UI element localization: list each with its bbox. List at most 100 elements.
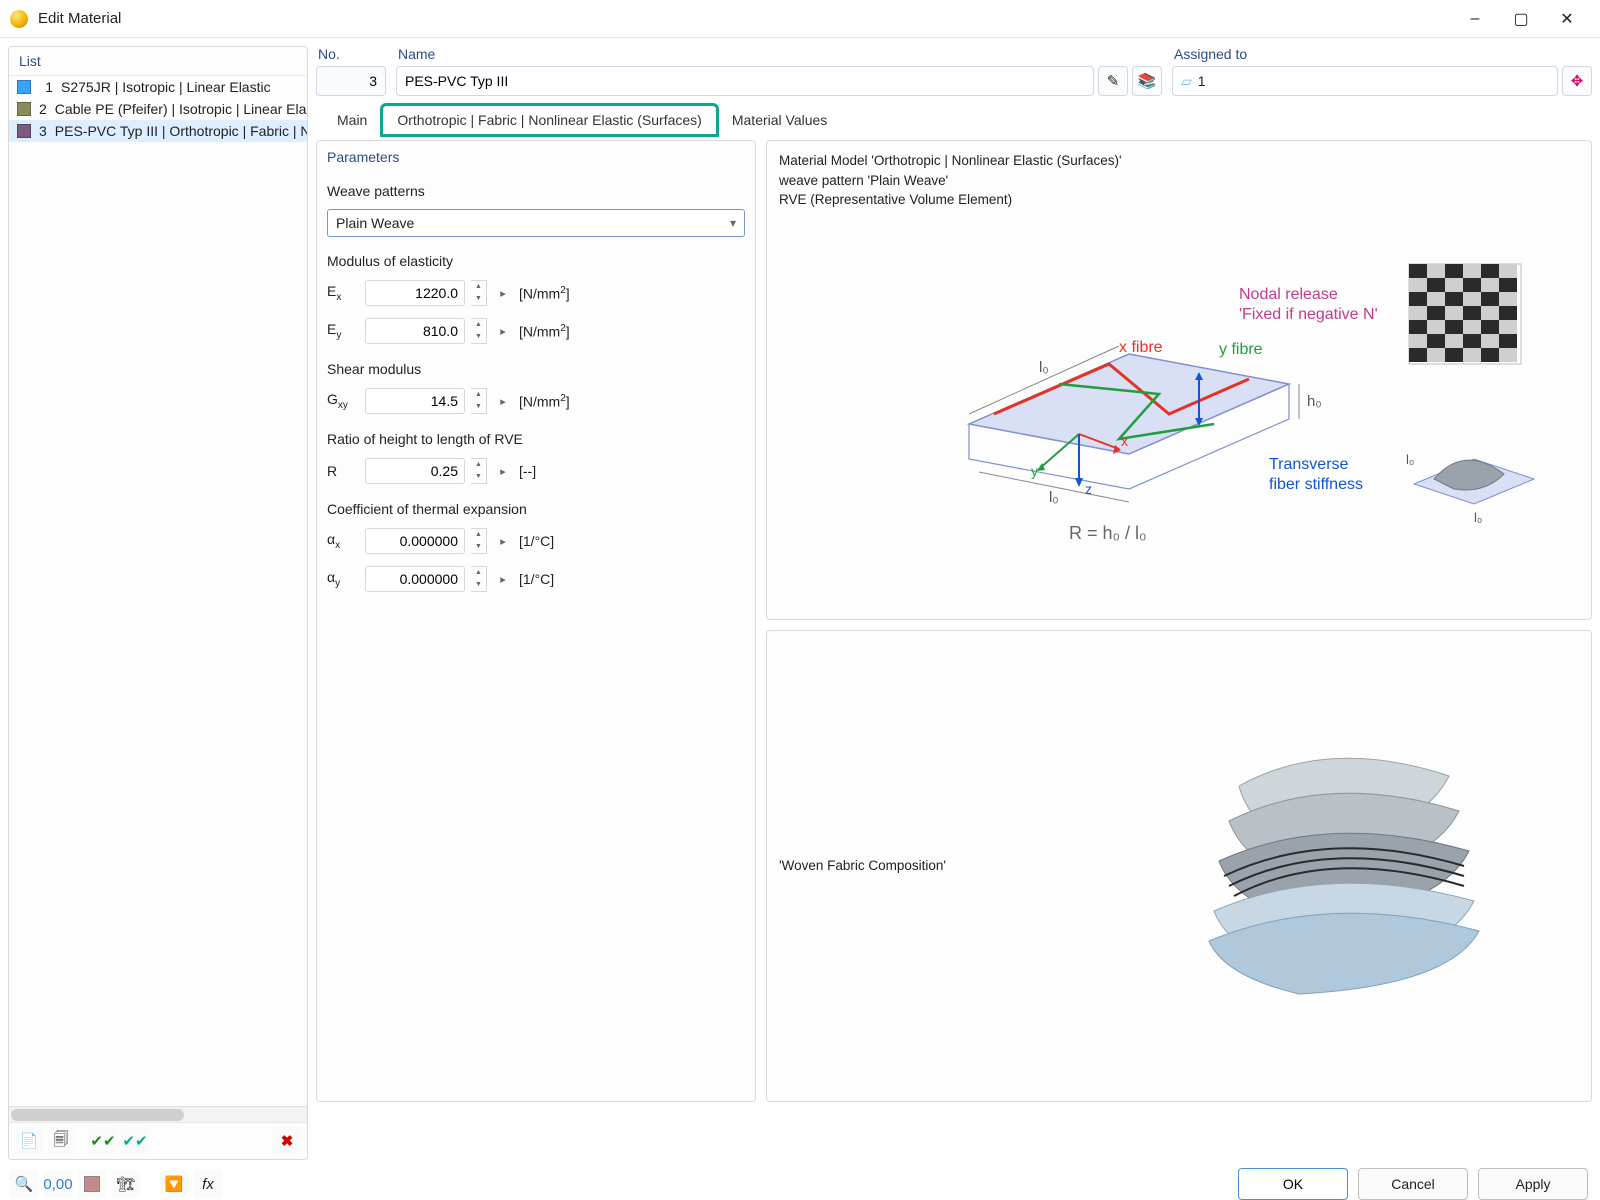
pick-assigned-button[interactable]: ✥	[1562, 66, 1592, 96]
material-list-panel: List 1 S275JR | Isotropic | Linear Elast…	[8, 46, 308, 1160]
R-symbol: R	[327, 463, 359, 479]
rve-diagram-panel: Material Model 'Orthotropic | Nonlinear …	[766, 140, 1592, 620]
scrollbar-thumb[interactable]	[11, 1109, 184, 1121]
apply-button[interactable]: Apply	[1478, 1168, 1588, 1200]
assigned-field[interactable]: ▱ 1	[1172, 66, 1558, 96]
list-item-num: 3	[39, 123, 47, 139]
Ey-spin[interactable]: ▲▼	[471, 318, 487, 344]
y-fibre-label: y fibre	[1219, 341, 1263, 358]
window-minimize-button[interactable]: –	[1452, 3, 1498, 35]
ay-unit: [1/°C]	[519, 571, 745, 587]
delete-item-button[interactable]: ✖	[273, 1127, 301, 1155]
help-button[interactable]: 🔍	[10, 1170, 38, 1198]
Gxy-spin[interactable]: ▲▼	[471, 388, 487, 414]
assigned-value: 1	[1198, 73, 1206, 89]
ay-menu[interactable]: ▸	[495, 566, 511, 592]
color-button[interactable]	[78, 1170, 106, 1198]
Gxy-symbol: Gxy	[327, 391, 359, 411]
ax-unit: [1/°C]	[519, 533, 745, 549]
rve-diagram: l₀ l₀ h₀ x fibre y fibre Nodal rele	[819, 224, 1539, 594]
window-close-button[interactable]: ✕	[1544, 3, 1590, 35]
parameters-header: Parameters	[327, 149, 745, 165]
therm-label: Coefficient of thermal expansion	[327, 501, 745, 517]
composition-title: 'Woven Fabric Composition'	[779, 856, 1079, 876]
R-spin[interactable]: ▲▼	[471, 458, 487, 484]
assigned-label: Assigned to	[1172, 46, 1592, 62]
nodal-label1: Nodal release	[1239, 286, 1338, 303]
Gxy-input[interactable]	[365, 388, 465, 414]
name-input[interactable]	[396, 66, 1094, 96]
mod-label: Modulus of elasticity	[327, 253, 745, 269]
parameters-panel: Parameters Weave patterns Plain Weave ▾ …	[316, 140, 756, 1102]
filter-button[interactable]: 🔽	[160, 1170, 188, 1198]
no-label: No.	[316, 46, 386, 62]
composition-panel: 'Woven Fabric Composition'	[766, 630, 1592, 1102]
trans-label1: Transverse	[1269, 456, 1349, 473]
list-item-num: 2	[39, 101, 47, 117]
l0-label-bottom: l₀	[1049, 489, 1059, 506]
Ex-symbol: Ex	[327, 283, 359, 303]
h0-label: h₀	[1307, 393, 1322, 410]
ay-spin[interactable]: ▲▼	[471, 566, 487, 592]
weave-select[interactable]: Plain Weave ▾	[327, 209, 745, 237]
nodal-label2: 'Fixed if negative N'	[1239, 306, 1378, 323]
Ex-spin[interactable]: ▲▼	[471, 280, 487, 306]
new-item-button[interactable]: 📄	[15, 1127, 43, 1155]
Ex-menu[interactable]: ▸	[495, 280, 511, 306]
list-header: List	[9, 47, 307, 76]
function-button[interactable]: fx	[194, 1170, 222, 1198]
units-button[interactable]: 0,00	[44, 1170, 72, 1198]
R-menu[interactable]: ▸	[495, 458, 511, 484]
ay-symbol: αy	[327, 569, 359, 589]
check-green-button[interactable]: ✔✔	[89, 1127, 117, 1155]
model-line1: Material Model 'Orthotropic | Nonlinear …	[779, 151, 1579, 171]
tab-orthotropic[interactable]: Orthotropic | Fabric | Nonlinear Elastic…	[382, 105, 717, 135]
list-hscrollbar[interactable]	[9, 1106, 307, 1122]
rve-thumb-icon: l₀ l₀	[1406, 452, 1534, 525]
Ey-input[interactable]	[365, 318, 465, 344]
list-item-label: PES-PVC Typ III | Orthotropic | Fabric |…	[55, 123, 307, 139]
library-button[interactable]: 📚	[1132, 66, 1162, 96]
swatch-icon	[17, 102, 31, 116]
edit-name-button[interactable]: ✎	[1098, 66, 1128, 96]
copy-item-button[interactable]: 🗐	[47, 1127, 75, 1155]
model-line3: RVE (Representative Volume Element)	[779, 190, 1579, 210]
model-line2: weave pattern 'Plain Weave'	[779, 171, 1579, 191]
weave-value: Plain Weave	[336, 215, 414, 231]
tab-material-values[interactable]: Material Values	[717, 105, 842, 135]
tab-main[interactable]: Main	[322, 105, 382, 135]
ax-spin[interactable]: ▲▼	[471, 528, 487, 554]
list-item[interactable]: 2 Cable PE (Pfeifer) | Isotropic | Linea…	[9, 98, 307, 120]
trans-label2: fiber stiffness	[1269, 476, 1363, 493]
ay-input[interactable]	[365, 566, 465, 592]
z-axis-label: z	[1085, 481, 1092, 497]
ok-button[interactable]: OK	[1238, 1168, 1348, 1200]
Ey-menu[interactable]: ▸	[495, 318, 511, 344]
check-teal-button[interactable]: ✔✔	[121, 1127, 149, 1155]
l0-label-top: l₀	[1039, 359, 1049, 376]
swatch-icon	[17, 124, 31, 138]
x-fibre-label: x fibre	[1119, 339, 1163, 356]
ax-menu[interactable]: ▸	[495, 528, 511, 554]
Ey-symbol: Ey	[327, 321, 359, 341]
list-item[interactable]: 1 S275JR | Isotropic | Linear Elastic	[9, 76, 307, 98]
tab-bar: Main Orthotropic | Fabric | Nonlinear El…	[316, 102, 1592, 134]
swatch-icon	[17, 80, 31, 94]
Ex-input[interactable]	[365, 280, 465, 306]
cancel-button[interactable]: Cancel	[1358, 1168, 1468, 1200]
shear-label: Shear modulus	[327, 361, 745, 377]
Gxy-menu[interactable]: ▸	[495, 388, 511, 414]
y-axis-label: y	[1031, 463, 1038, 479]
name-label: Name	[396, 46, 1162, 62]
R-eq-label: R = h₀ / l₀	[1069, 523, 1146, 543]
tree-button[interactable]: 🏗	[112, 1170, 140, 1198]
window-title: Edit Material	[38, 10, 1452, 27]
list-item[interactable]: 3 PES-PVC Typ III | Orthotropic | Fabric…	[9, 120, 307, 142]
ax-input[interactable]	[365, 528, 465, 554]
weave-label: Weave patterns	[327, 183, 745, 199]
composition-diagram	[1119, 726, 1539, 1006]
weave-thumb-icon	[1409, 264, 1521, 364]
no-input[interactable]	[316, 66, 386, 96]
R-input[interactable]	[365, 458, 465, 484]
window-maximize-button[interactable]: ▢	[1498, 3, 1544, 35]
